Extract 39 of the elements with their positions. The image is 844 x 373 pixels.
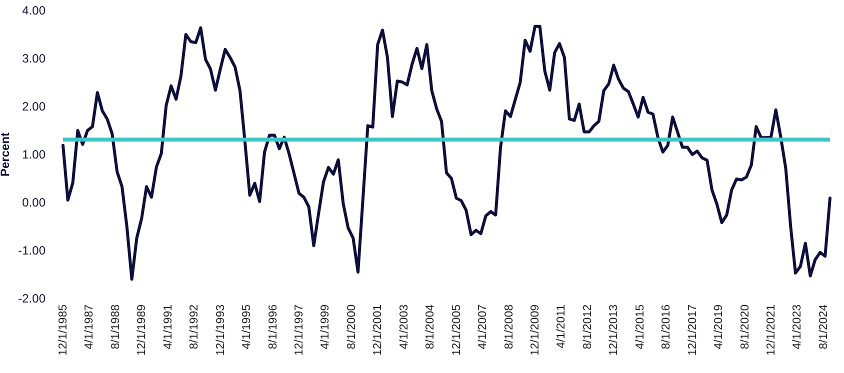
x-tick-label: 12/1/1985 — [58, 304, 70, 356]
x-tick-label: 8/1/2016 — [660, 304, 673, 350]
x-tick-label: 4/1/1987 — [84, 304, 96, 350]
y-axis-title: Percent — [0, 132, 12, 177]
x-tick-label: 4/1/1995 — [241, 304, 253, 350]
x-tick-label: 12/1/2021 — [765, 304, 778, 356]
x-tick-label: 4/1/2019 — [712, 304, 725, 350]
x-tick-label: 12/1/2009 — [529, 304, 542, 356]
y-tick-label: 3.00 — [22, 52, 46, 66]
x-tick-label: 12/1/2001 — [372, 304, 384, 356]
line-series — [62, 24, 832, 281]
x-tick-label: 8/1/2008 — [503, 304, 516, 350]
x-tick-label: 12/1/2017 — [686, 304, 699, 356]
x-tick-label: 8/1/1996 — [267, 304, 280, 350]
x-tick-label: 4/1/2023 — [792, 304, 804, 350]
x-tick-label: 12/1/1989 — [136, 304, 148, 356]
x-tick-label: 12/1/1993 — [214, 304, 227, 356]
x-tick-label: 8/1/2024 — [818, 304, 830, 350]
x-tick-label: 12/1/1997 — [293, 304, 306, 356]
y-tick-label: -1.00 — [18, 244, 46, 258]
x-tick-label: 12/1/2005 — [450, 304, 463, 356]
y-tick-label: -2.00 — [18, 292, 46, 306]
x-tick-label: 12/1/2013 — [608, 304, 620, 356]
x-tick-label: 4/1/2015 — [634, 304, 646, 350]
y-tick-label: 2.00 — [22, 100, 46, 114]
x-tick-label: 8/1/2004 — [424, 304, 437, 350]
y-tick-label: 0.00 — [22, 196, 46, 210]
x-tick-label: 8/1/1988 — [110, 304, 122, 350]
y-tick-label: 1.00 — [22, 148, 46, 162]
x-tick-label: 8/1/1992 — [188, 304, 201, 350]
x-tick-label: 4/1/2003 — [398, 304, 410, 350]
x-tick-label: 4/1/2011 — [556, 304, 568, 348]
x-tick-label: 4/1/2007 — [476, 304, 489, 350]
x-tick-label: 4/1/1999 — [320, 304, 332, 350]
x-tick-label: 4/1/1991 — [162, 304, 174, 350]
x-tick-label: 8/1/2020 — [739, 304, 752, 350]
y-tick-label: 4.00 — [22, 4, 46, 18]
x-tick-label: 8/1/2012 — [582, 304, 594, 350]
x-tick-label: 8/1/2000 — [346, 304, 358, 350]
